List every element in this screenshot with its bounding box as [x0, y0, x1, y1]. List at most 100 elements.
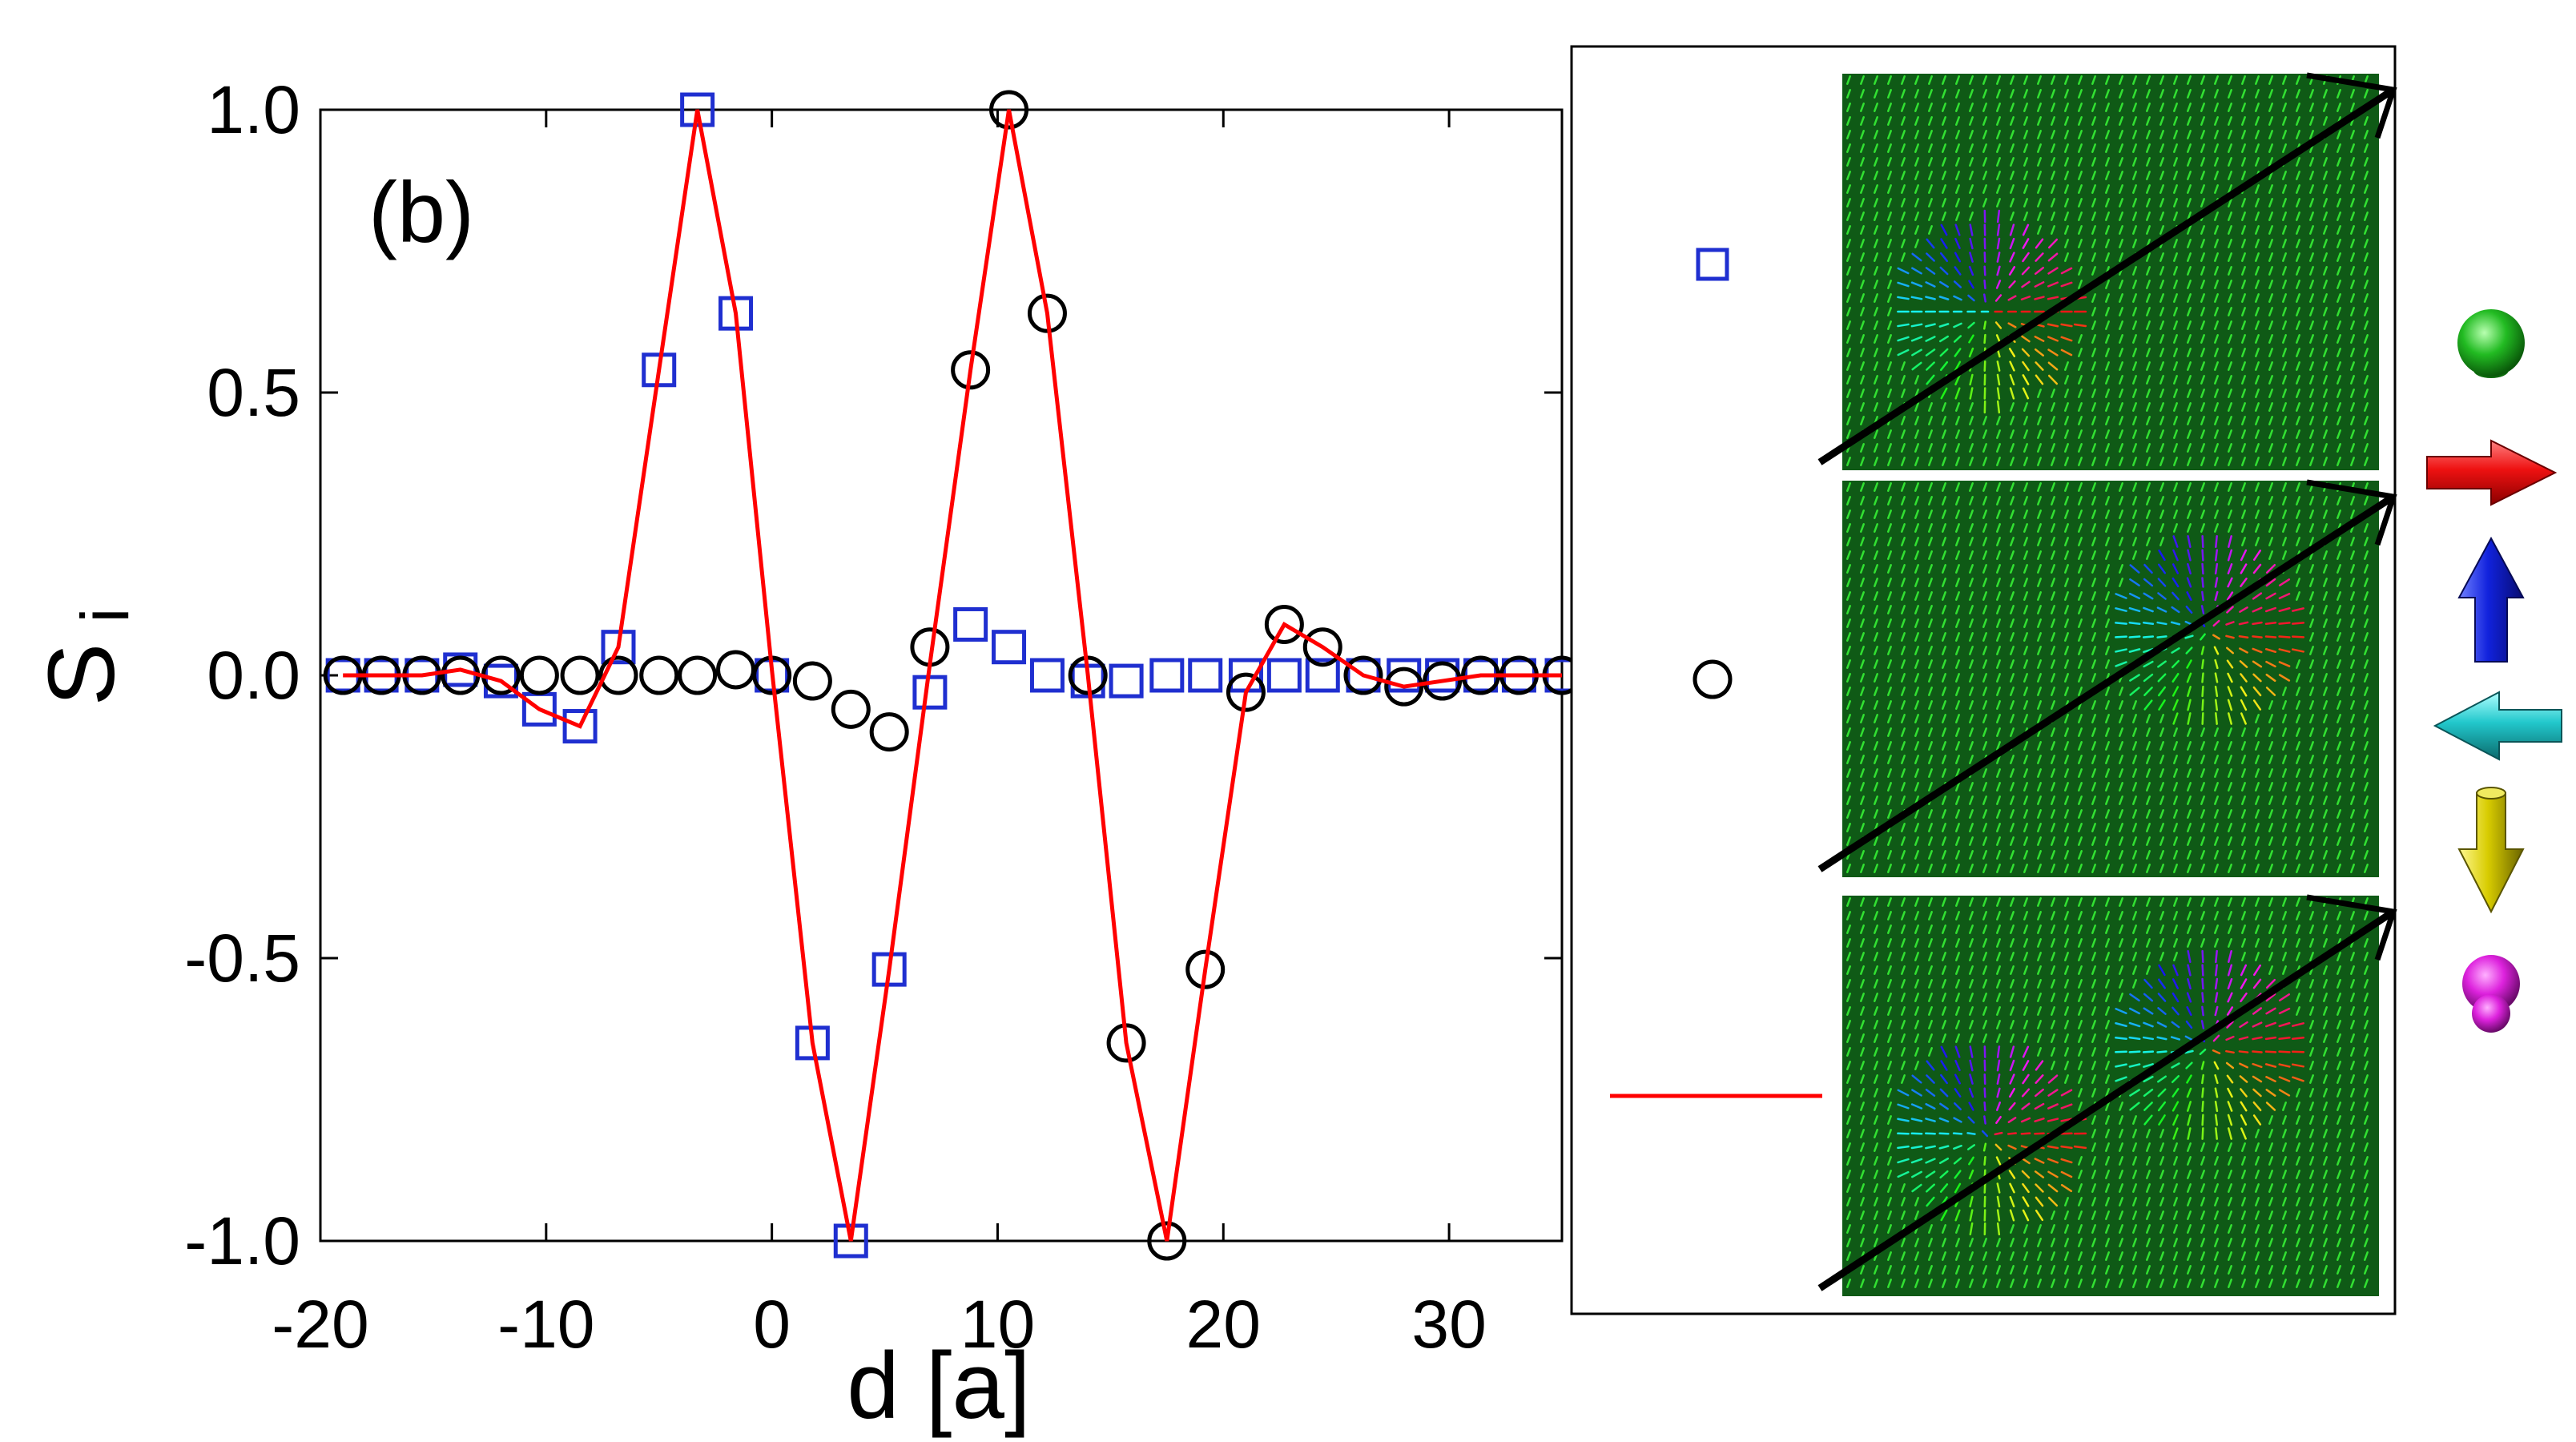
spin-arrow [2037, 659, 2042, 669]
spin-arrow [1914, 523, 1919, 533]
spin-arrow [2323, 741, 2328, 751]
data-point-square [1149, 658, 1185, 693]
spin-arrow [1887, 1061, 1892, 1070]
spin-arrow [2159, 924, 2164, 934]
spin-arrow [1939, 1088, 1949, 1098]
spin-arrow [2214, 89, 2219, 99]
spin-arrow [1969, 1020, 1974, 1029]
spin-arrow [2010, 864, 2015, 873]
spin-arrow [1996, 387, 2001, 400]
spin-arrow [1901, 727, 1906, 737]
spin-arrow [2364, 334, 2369, 344]
spin-arrow [2268, 482, 2273, 492]
spin-arrow [2115, 1063, 2127, 1068]
spin-arrow [2282, 1279, 2287, 1288]
spin-arrow [2119, 578, 2123, 587]
spin-arrow [2278, 606, 2291, 613]
spin-arrow [2023, 646, 2028, 655]
spin-arrow [2282, 334, 2287, 344]
spin-arrow [1901, 1210, 1906, 1220]
spin-arrow [1982, 864, 1987, 873]
spin-arrow [1954, 387, 1961, 400]
spin-arrow [2350, 864, 2355, 873]
spin-arrow [2051, 103, 2055, 112]
spin-arrow [1846, 700, 1851, 710]
spin-arrow [2296, 768, 2300, 778]
spin-arrow [2064, 911, 2069, 920]
spin-arrow [2078, 1006, 2083, 1016]
spin-arrow [2105, 293, 2110, 303]
spin-arrow [2159, 897, 2164, 907]
spin-arrow [2119, 375, 2123, 385]
spin-arrow [1926, 361, 1935, 371]
spin-arrow [1942, 618, 1946, 628]
spin-arrow [2051, 659, 2055, 669]
spin-arrow [2105, 897, 2110, 907]
spin-arrow [2337, 334, 2341, 344]
spin-arrow [1874, 632, 1878, 642]
spin-arrow [2241, 1156, 2246, 1166]
spin-arrow [2023, 782, 2028, 791]
spin-arrow [1901, 523, 1906, 533]
spin-arrow [2173, 1156, 2178, 1166]
spin-arrow [2091, 618, 2096, 628]
spin-arrow [1996, 952, 2001, 961]
spin-arrow [2159, 496, 2164, 506]
spin-arrow [2228, 727, 2232, 737]
spin-arrow [2173, 334, 2178, 344]
spin-arrow [1914, 1061, 1919, 1070]
spin-arrow [1955, 537, 1960, 546]
spin-arrow [2171, 673, 2180, 683]
spin-arrow [2241, 809, 2246, 819]
spin-arrow [2296, 924, 2300, 934]
spin-arrow [2037, 429, 2042, 439]
spin-arrow [2337, 103, 2341, 112]
spin-arrow [1887, 280, 1892, 289]
spin-arrow [2364, 1142, 2369, 1152]
spin-arrow [2228, 157, 2232, 167]
spin-arrow [2350, 700, 2355, 710]
spin-arrow [2241, 293, 2246, 303]
spin-arrow [2241, 457, 2246, 466]
spin-arrow [1914, 496, 1919, 506]
spin-arrow [2350, 673, 2355, 683]
spin-arrow [1887, 1088, 1892, 1098]
spin-arrow [2037, 687, 2042, 696]
data-point-circle [678, 655, 718, 695]
spin-arrow [2051, 198, 2055, 207]
spin-arrow [2296, 979, 2300, 989]
spin-arrow [2187, 280, 2192, 289]
spin-arrow [2187, 198, 2192, 207]
spin-arrow [1874, 993, 1878, 1002]
spin-arrow [2146, 1238, 2151, 1247]
spin-arrow [2105, 375, 2110, 385]
spin-arrow [2146, 850, 2151, 860]
spin-arrow [2078, 1279, 2083, 1288]
spin-arrow [1996, 373, 2001, 386]
spin-arrow [2268, 252, 2273, 262]
spin-arrow [2023, 938, 2028, 948]
spin-arrow [2323, 1197, 2328, 1206]
spin-arrow [1860, 252, 1865, 262]
spin-arrow [2159, 714, 2164, 723]
spin-arrow [1887, 714, 1892, 723]
spin-arrow [2255, 897, 2260, 907]
spin-arrow [2337, 1061, 2341, 1070]
spin-arrow [2146, 727, 2151, 737]
spin-arrow [2350, 103, 2355, 112]
spin-arrow [2051, 1020, 2055, 1029]
spin-arrow [2132, 768, 2137, 778]
spin-arrow [2323, 157, 2328, 167]
spin-arrow [2282, 897, 2287, 907]
spin-arrow [2119, 952, 2123, 961]
y-tick-label: -0.5 [184, 920, 300, 996]
spin-arrow [2296, 993, 2300, 1002]
spin-arrow [2214, 157, 2219, 167]
spin-arrow [1860, 1115, 1865, 1125]
spin-arrow [2078, 211, 2083, 221]
spin-arrow [1955, 897, 1960, 907]
spin-arrow [2214, 252, 2219, 262]
spin-arrow [2010, 1033, 2015, 1043]
spin-arrow [2337, 979, 2341, 989]
spin-arrow [2105, 103, 2110, 112]
